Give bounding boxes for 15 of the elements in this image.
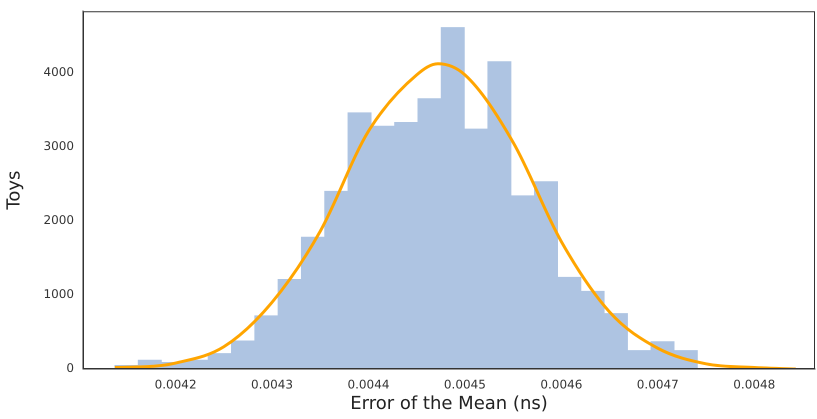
x-tick-label: 0.0042 xyxy=(154,377,197,392)
y-tick-label: 1000 xyxy=(43,287,74,302)
x-tick-label: 0.0046 xyxy=(540,377,582,392)
y-tick-label: 0 xyxy=(66,361,74,376)
x-tick-label: 0.0044 xyxy=(347,377,390,392)
y-tick-label: 3000 xyxy=(43,138,74,153)
y-tick-label: 2000 xyxy=(43,212,74,227)
y-tick-label: 4000 xyxy=(43,64,74,79)
x-tick-label: 0.0048 xyxy=(733,377,776,392)
x-tick-label: 0.0047 xyxy=(636,377,679,392)
x-tick-label: 0.0043 xyxy=(251,377,294,392)
x-tick-label: 0.0045 xyxy=(444,377,486,392)
line-series xyxy=(113,62,798,369)
x-axis-title: Error of the Mean (ns) xyxy=(350,392,548,414)
y-axis-title: Toys xyxy=(3,170,24,211)
